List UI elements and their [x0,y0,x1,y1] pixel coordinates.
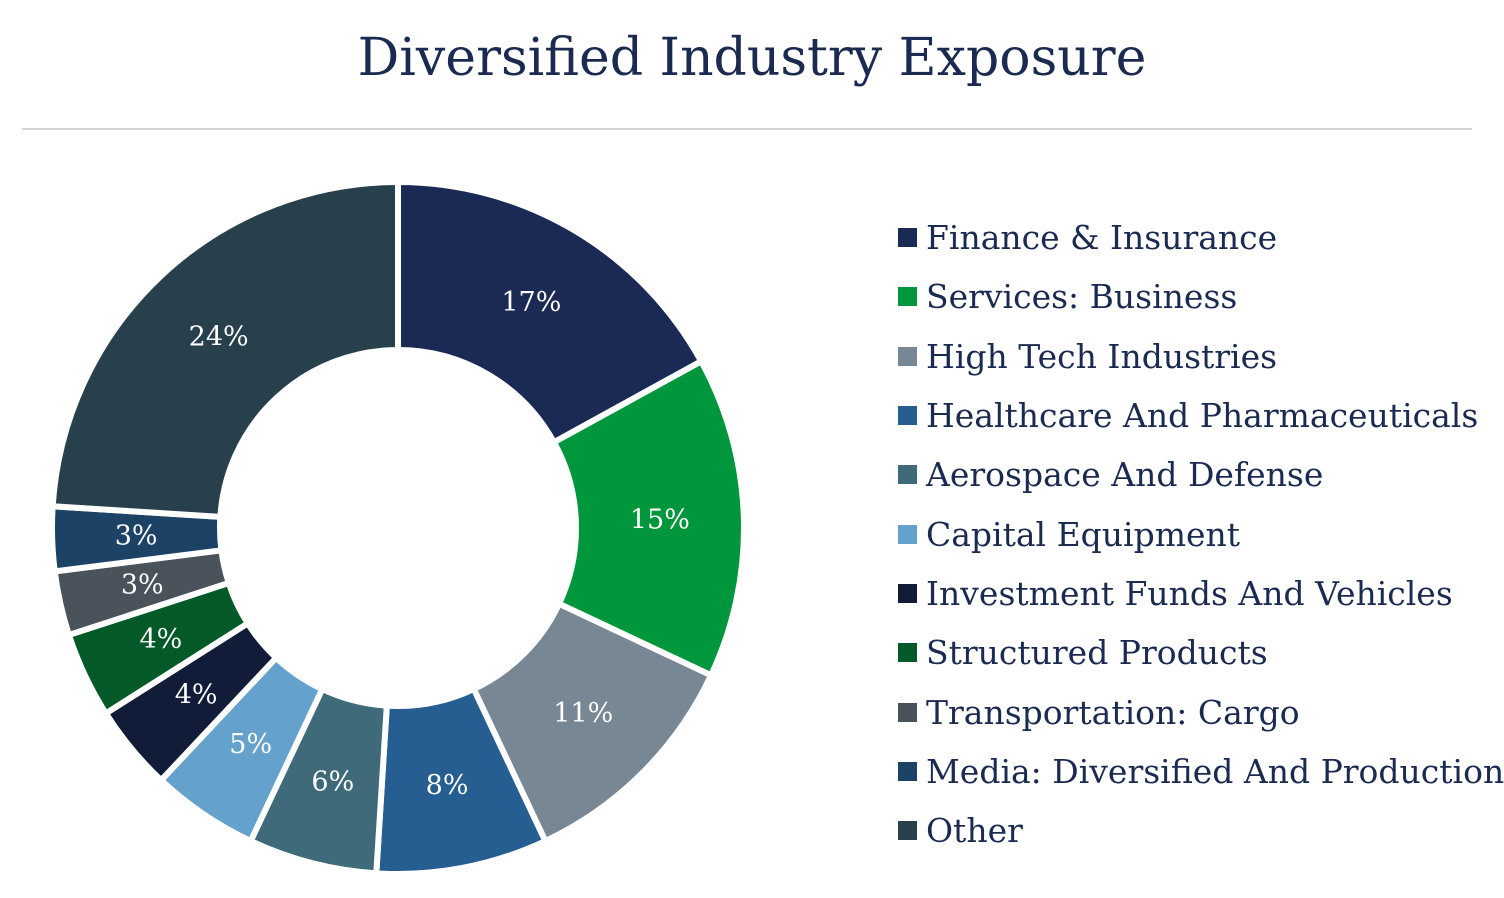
legend-swatch [898,821,917,841]
legend-label: Capital Equipment [926,514,1241,554]
chart-legend: Finance & Insurance Services: Business Hig… [898,208,1504,860]
legend-label: Healthcare And Pharmaceuticals [926,396,1479,436]
slice-finance-insurance [395,178,706,447]
legend-swatch [898,465,917,485]
donut-chart: 17% 15% 11% 8% 6% 5% 4% 4% 3% 3% 24% [49,178,747,877]
legend-swatch [898,406,917,426]
slice-label-capital-equipment: 5% [229,729,272,760]
legend-swatch [898,583,917,603]
legend-swatch [898,228,917,248]
legend-label: High Tech Industries [926,336,1278,376]
legend-swatch [898,643,917,663]
legend-swatch [898,287,917,307]
legend-item-transportation-cargo: Transportation: Cargo [898,682,1498,741]
legend-swatch [898,524,917,544]
legend-item-media-diversified-and-production: Media: Diversified And Production [898,742,1504,801]
legend-item-services-business: Services: Business [898,267,1498,326]
legend-label: Services: Business [926,277,1238,317]
slice-label-healthcare-and-pharmaceuticals: 8% [426,770,469,801]
slice-label-finance-insurance: 17% [501,287,561,318]
legend-item-aerospace-and-defense: Aerospace And Defense [898,445,1498,504]
legend-item-other: Other [898,801,1498,860]
legend-item-investment-funds-and-vehicles: Investment Funds And Vehicles [898,564,1498,623]
legend-swatch [898,346,917,366]
slice-label-media-diversified-and-production: 3% [115,521,158,552]
legend-item-structured-products: Structured Products [898,623,1498,682]
legend-label: Aerospace And Defense [926,455,1324,495]
legend-item-capital-equipment: Capital Equipment [898,504,1498,563]
legend-swatch [898,702,917,722]
legend-item-high-tech-industries: High Tech Industries [898,327,1498,386]
legend-label: Structured Products [926,633,1268,673]
legend-label: Transportation: Cargo [926,692,1300,732]
slice-label-structured-products: 4% [140,624,183,655]
slice-other [49,178,401,521]
slice-services-business [549,357,747,680]
slice-label-services-business: 15% [630,504,690,535]
legend-swatch [898,761,917,781]
slice-label-aerospace-and-defense: 6% [311,766,354,797]
slice-label-other: 24% [189,322,249,353]
slice-label-high-tech-industries: 11% [553,698,613,729]
slice-label-investment-funds-and-vehicles: 4% [175,680,218,711]
title-divider [22,128,1472,130]
legend-label: Media: Diversified And Production [926,751,1504,791]
legend-item-finance-insurance: Finance & Insurance [898,208,1498,267]
legend-item-healthcare-and-pharmaceuticals: Healthcare And Pharmaceuticals [898,386,1498,445]
slice-label-transportation-cargo: 3% [121,570,164,601]
chart-title: Diversified Industry Exposure [357,28,1147,88]
legend-label: Other [926,811,1023,851]
legend-label: Finance & Insurance [926,218,1278,258]
legend-label: Investment Funds And Vehicles [926,573,1453,613]
